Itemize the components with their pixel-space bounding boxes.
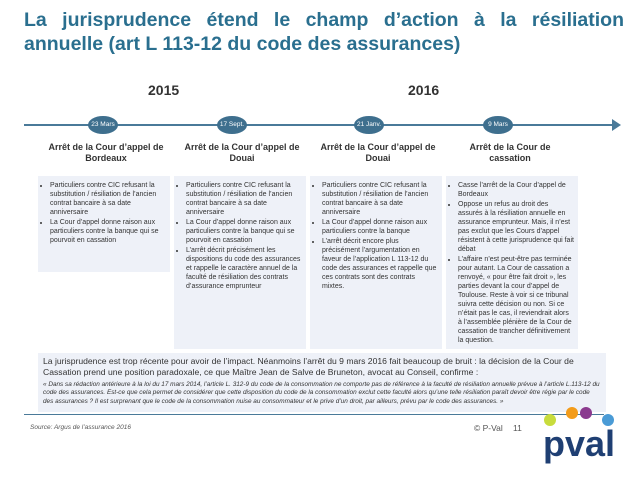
timeline-dot-1: 23 Mars xyxy=(88,116,118,134)
timeline-line xyxy=(24,124,614,126)
bullet-point: L’arrêt décrit précisément les dispositi… xyxy=(186,246,302,291)
bullet-point: L’affaire n’est peut-être pas terminée p… xyxy=(458,255,574,345)
page-number: 11 xyxy=(513,423,522,433)
footer-divider xyxy=(24,414,604,415)
bullet-point: Particuliers contre CIC refusant la subs… xyxy=(50,181,166,217)
court-label-3: Arrêt de la Cour d’appel de Douai xyxy=(320,142,436,163)
timeline-dot-3: 21 Janv. xyxy=(354,116,384,134)
event-column-1: Particuliers contre CIC refusant la subs… xyxy=(38,176,170,272)
court-label-2: Arrêt de la Cour d’appel de Douai xyxy=(184,142,300,163)
event-column-3: Particuliers contre CIC refusant la subs… xyxy=(310,176,442,349)
court-label-4: Arrêt de la Cour de cassation xyxy=(469,142,551,163)
bullet-point: Particuliers contre CIC refusant la subs… xyxy=(186,181,302,217)
summary-quote: « Dans sa rédaction antérieure à la loi … xyxy=(43,381,600,405)
year-2015-label: 2015 xyxy=(148,82,180,98)
bullet-point: La Cour d’appel donne raison aux particu… xyxy=(50,218,166,245)
copyright-label: © P-Val xyxy=(474,423,503,433)
timeline-arrow-icon xyxy=(612,119,621,131)
source-note: Source: Argus de l’assurance 2016 xyxy=(30,424,131,431)
bullet-point: Particuliers contre CIC refusant la subs… xyxy=(322,181,438,217)
summary-text: La jurisprudence est trop récente pour a… xyxy=(43,356,574,377)
svg-text:pval: pval xyxy=(543,423,615,464)
timeline-dot-2: 17 Sept. xyxy=(217,116,247,134)
slide-title: La jurisprudence étend le champ d’action… xyxy=(24,9,624,55)
bullet-point: La Cour d’appel donne raison aux particu… xyxy=(322,218,438,236)
event-column-2: Particuliers contre CIC refusant la subs… xyxy=(174,176,306,349)
bullet-point: L’arrêt décrit encore plus précisément l… xyxy=(322,237,438,291)
court-label-1: Arrêt de la Cour d’appel de Bordeaux xyxy=(48,142,164,163)
bullet-point: Casse l’arrêt de la Cour d’appel de Bord… xyxy=(458,181,574,199)
pval-logo-icon: pval xyxy=(543,407,615,464)
bullet-point: La Cour d’appel donne raison aux particu… xyxy=(186,218,302,245)
timeline-dot-4: 9 Mars xyxy=(483,116,513,134)
summary-box: La jurisprudence est trop récente pour a… xyxy=(38,353,606,412)
year-2016-label: 2016 xyxy=(408,82,440,98)
bullet-point: Oppose un refus au droit des assurés à l… xyxy=(458,200,574,254)
event-column-4: Casse l’arrêt de la Cour d’appel de Bord… xyxy=(446,176,578,349)
